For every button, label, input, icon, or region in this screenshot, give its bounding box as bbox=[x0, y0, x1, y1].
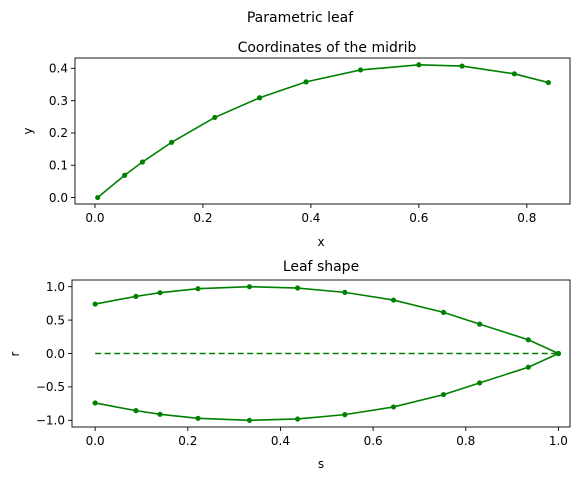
midrib-series-0-point bbox=[545, 79, 552, 86]
leaf-shape-series-1-line bbox=[95, 352, 559, 422]
leaf-shape-axes: Leaf shape 0.0 0.2 0.4 0.6 0.8 1.0 −1.0 −0.5 0.… bbox=[8, 259, 571, 471]
midrib-x-tick-label: 0.6 bbox=[409, 211, 428, 225]
leaf-shape-series-1-point bbox=[195, 415, 201, 421]
leaf-shape-series-0-point bbox=[295, 285, 301, 291]
midrib-x-tick-label: 0.4 bbox=[301, 211, 320, 225]
midrib-y-tick-label: 0.2 bbox=[49, 126, 68, 140]
leaf-shape-series-1-point bbox=[295, 416, 301, 422]
midrib-series-0-point bbox=[357, 67, 364, 73]
midrib-x-tick-label: 0.2 bbox=[193, 211, 212, 225]
midrib-series-0-point bbox=[169, 139, 175, 145]
midrib-plot-frame bbox=[74, 57, 571, 205]
leaf-shape-y-axis-label: r bbox=[8, 351, 22, 356]
leaf-shape-series-0-point bbox=[525, 337, 531, 343]
midrib-series-0-point bbox=[139, 159, 146, 165]
leaf-shape-series-0-point bbox=[477, 321, 483, 327]
leaf-shape-series-0-point bbox=[92, 301, 98, 307]
midrib-marks bbox=[95, 62, 552, 201]
midrib-title: Coordinates of the midrib bbox=[238, 40, 417, 56]
leaf-shape-series-1-point bbox=[92, 400, 98, 406]
leaf-shape-series-1-point bbox=[157, 411, 163, 417]
leaf-shape-series-0-point bbox=[390, 297, 397, 303]
leaf-shape-y-ticks: −1.0 −0.5 0.0 0.5 1.0 bbox=[36, 280, 72, 428]
leaf-shape-series-0-point bbox=[157, 290, 163, 296]
midrib-series-0-point bbox=[459, 63, 465, 69]
midrib-x-ticks: 0.0 0.2 0.4 0.6 0.8 bbox=[85, 204, 536, 225]
leaf-shape-y-tick-label: 1.0 bbox=[46, 280, 65, 294]
midrib-series-0-point bbox=[511, 71, 517, 77]
leaf-shape-x-tick-label: 0.0 bbox=[86, 434, 105, 448]
leaf-shape-x-axis-label: s bbox=[318, 457, 324, 471]
leaf-shape-series-0-point bbox=[246, 284, 253, 290]
midrib-series-0-point bbox=[95, 194, 101, 201]
leaf-shape-x-tick-label: 1.0 bbox=[549, 434, 568, 448]
leaf-shape-series-1-point bbox=[477, 380, 483, 386]
leaf-shape-x-tick-label: 0.6 bbox=[364, 434, 383, 448]
midrib-series-0-point bbox=[122, 172, 128, 178]
midrib-series-0-point bbox=[416, 62, 422, 68]
midrib-axes: Coordinates of the midrib 0.0 0.2 0.4 0.6 0.… bbox=[21, 40, 571, 249]
leaf-shape-series-0-point bbox=[342, 289, 348, 295]
leaf-shape-x-ticks: 0.0 0.2 0.4 0.6 0.8 1.0 bbox=[86, 427, 568, 448]
leaf-shape-x-tick-label: 0.2 bbox=[178, 434, 197, 448]
leaf-shape-y-tick-label: 0.5 bbox=[46, 313, 65, 327]
midrib-x-tick-label: 0.0 bbox=[85, 211, 104, 225]
leaf-shape-y-tick-label: −0.5 bbox=[36, 380, 65, 394]
midrib-y-axis-label: y bbox=[21, 127, 35, 134]
leaf-shape-series-1-point bbox=[440, 391, 447, 398]
leaf-shape-y-tick-label: 0.0 bbox=[46, 347, 65, 361]
leaf-shape-series-1-point bbox=[525, 364, 531, 370]
midrib-x-tick-label: 0.8 bbox=[517, 211, 536, 225]
midrib-y-tick-label: 0.1 bbox=[49, 159, 68, 173]
leaf-shape-x-tick-label: 0.4 bbox=[271, 434, 290, 448]
midrib-series-0-line bbox=[97, 63, 549, 199]
midrib-series-0-point bbox=[303, 79, 309, 85]
leaf-shape-series-0-point bbox=[133, 293, 139, 299]
leaf-shape-series-1-point bbox=[246, 417, 253, 423]
midrib-y-ticks: 0.0 0.1 0.2 0.3 0.4 bbox=[49, 62, 75, 205]
midrib-series-0-point bbox=[257, 95, 263, 101]
leaf-shape-series-1-point bbox=[342, 412, 348, 418]
leaf-shape-y-tick-label: −1.0 bbox=[36, 414, 65, 428]
midrib-y-tick-label: 0.4 bbox=[49, 62, 68, 76]
leaf-shape-series-0-point bbox=[440, 309, 447, 316]
midrib-y-tick-label: 0.3 bbox=[49, 94, 68, 108]
leaf-shape-title: Leaf shape bbox=[283, 259, 359, 275]
midrib-y-tick-label: 0.0 bbox=[49, 191, 68, 205]
leaf-shape-marks bbox=[92, 284, 562, 423]
leaf-shape-series-1-point bbox=[555, 350, 562, 357]
leaf-shape-series-0-line bbox=[95, 285, 559, 355]
figure-title: Parametric leaf bbox=[247, 10, 354, 26]
leaf-shape-x-tick-label: 0.8 bbox=[456, 434, 475, 448]
leaf-shape-series-0-point bbox=[195, 286, 201, 292]
midrib-x-axis-label: x bbox=[317, 235, 324, 249]
leaf-shape-series-1-point bbox=[390, 404, 397, 410]
leaf-shape-series-1-point bbox=[133, 408, 139, 414]
midrib-series-0-point bbox=[212, 114, 218, 121]
